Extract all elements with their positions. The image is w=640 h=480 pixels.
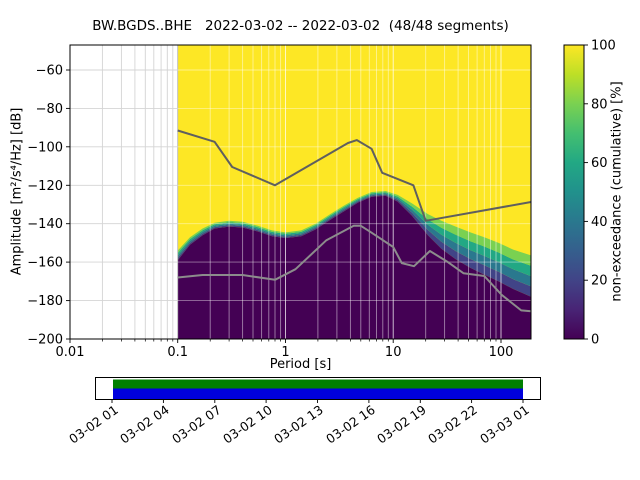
x-tick-label: 0.1 [167,345,188,360]
timeline-coverage-bar [95,377,541,403]
nhnm-line [177,129,532,222]
colorbar-label: non-exceedance (cumulative) [%] [609,81,625,302]
colorbar-tick-label: 100 [591,39,616,54]
coverage-green-bar [113,379,523,389]
y-tick-label: −180 [27,294,63,309]
x-axis: 0.01 0.1 1 10 100 [56,339,514,360]
plot-frame [69,44,532,340]
x-tick-label: 10 [385,345,402,360]
y-tick-label: −140 [27,217,63,232]
y-tick-label: −60 [36,64,63,79]
noise-model-lines [177,129,532,313]
y-axis-label: Amplitude [m²/s⁴/Hz] [dB] [9,107,25,276]
y-tick-label: −80 [36,102,63,117]
grid-lines [70,45,531,339]
x-tick-label: 0.01 [56,345,85,360]
y-tick-label: −160 [27,256,63,271]
colorbar-tick-label: 60 [591,156,608,171]
y-tick-label: −100 [27,140,63,155]
nlnm-line [177,224,532,313]
y-axis: −60 −80 −100 −120 −140 −160 −180 −200 [27,64,70,348]
y-tick-label: −120 [27,179,63,194]
ppsd-heatmap [70,45,531,339]
x-tick-label: 1 [281,345,289,360]
colorbar-gradient [563,44,585,340]
x-tick-label: 100 [489,345,514,360]
colorbar-tick-label: 80 [591,97,608,112]
y-tick-label: −200 [27,333,63,348]
colorbar: 0 20 40 60 80 100 [563,39,616,348]
figure-title: BW.BGDS..BHE 2022-03-02 -- 2022-03-02 (4… [92,18,509,34]
colorbar-tick-label: 40 [591,215,608,230]
coverage-blue-bar [113,388,523,399]
colorbar-tick-label: 20 [591,274,608,289]
colorbar-tick-label: 0 [591,333,599,348]
x-axis-label: Period [s] [269,357,332,372]
